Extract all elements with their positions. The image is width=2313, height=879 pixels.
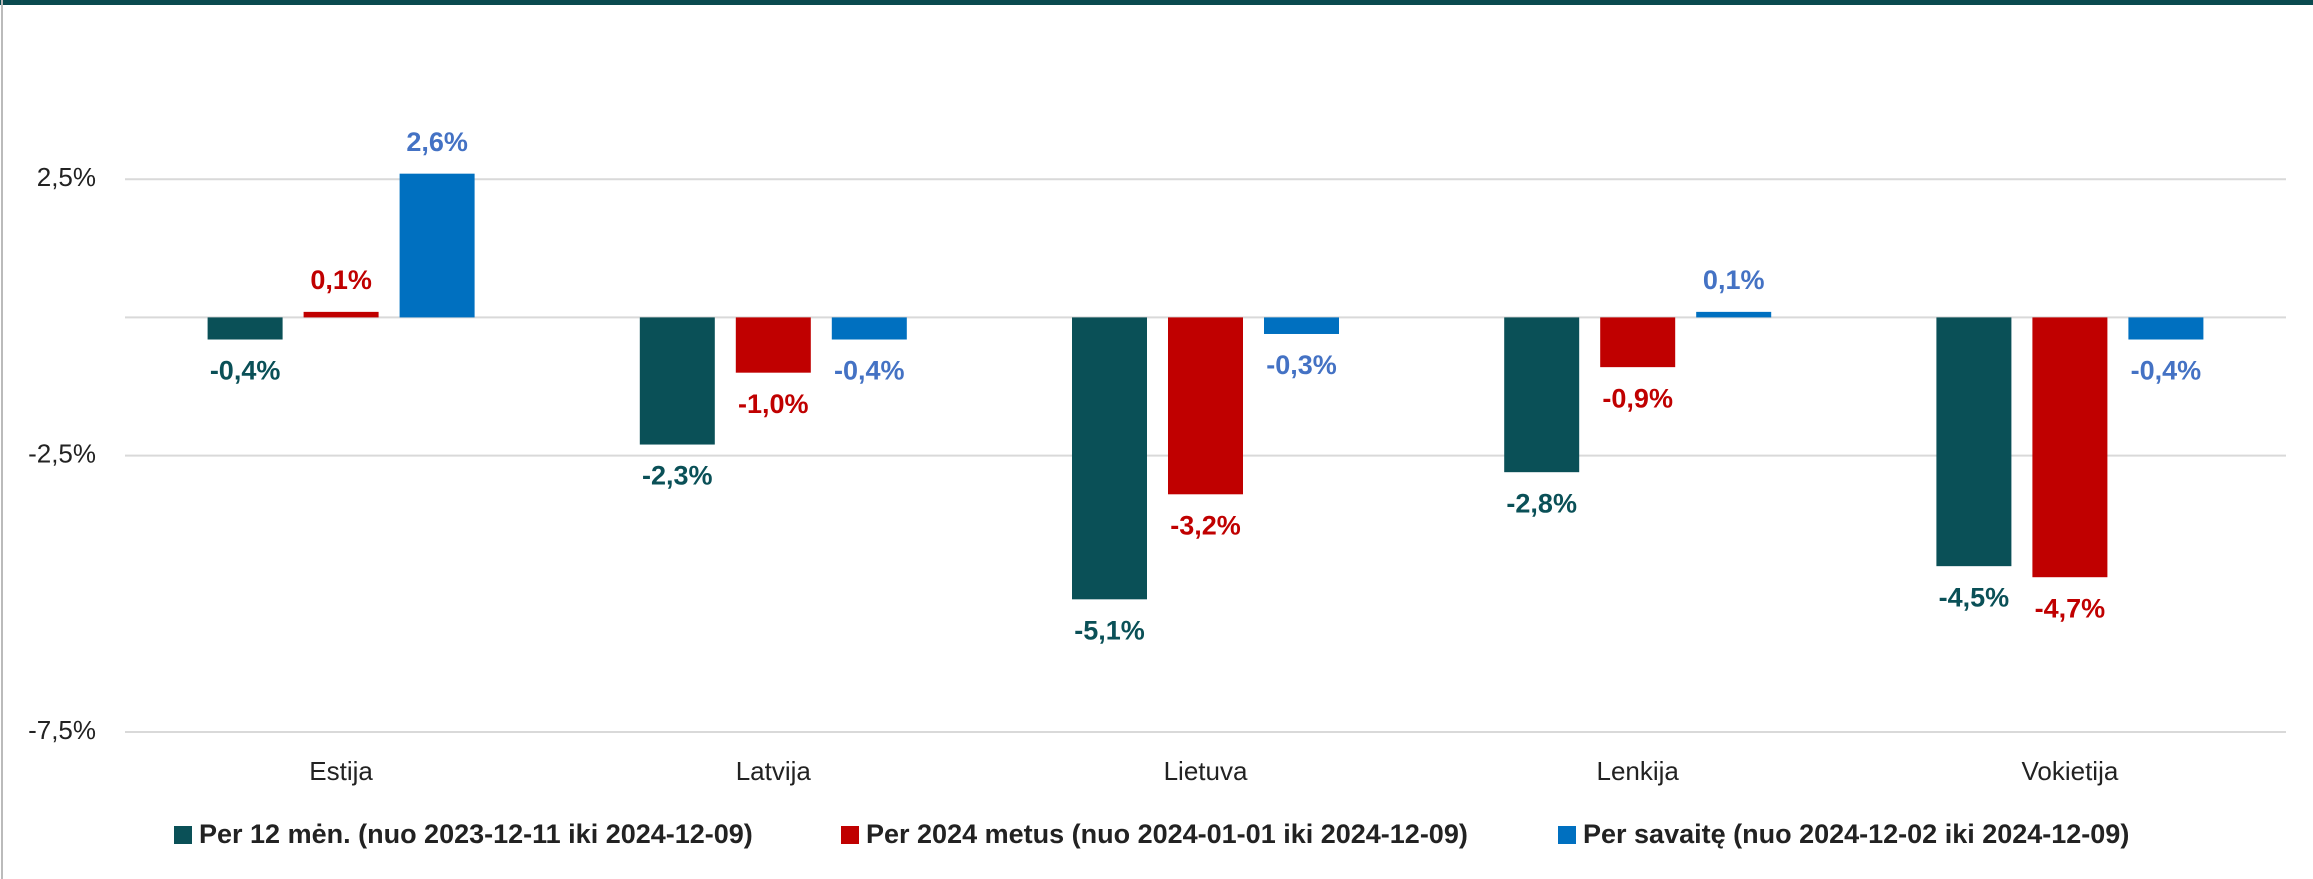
bar — [2128, 317, 2204, 340]
value-label: -4,5% — [1939, 582, 2010, 612]
value-label: -2,8% — [1506, 488, 1577, 518]
value-label: -2,3% — [642, 461, 713, 491]
bar — [1168, 317, 1243, 495]
bar — [1504, 317, 1580, 473]
bar — [1072, 317, 1147, 600]
value-label: -1,0% — [738, 389, 809, 419]
value-label: -0,4% — [834, 356, 905, 386]
value-label: -0,4% — [210, 356, 281, 386]
x-tick-label: Estija — [309, 756, 373, 786]
value-label: -3,2% — [1170, 510, 1241, 540]
value-label: -5,1% — [1074, 615, 1145, 645]
x-tick-label: Latvija — [736, 756, 812, 786]
legend-swatch — [1558, 826, 1576, 844]
bar — [2032, 317, 2108, 578]
value-label: 0,1% — [310, 265, 372, 295]
value-label: 0,1% — [1703, 265, 1765, 295]
legend-label: Per 2024 metus (nuo 2024-01-01 iki 2024-… — [866, 819, 1468, 849]
y-tick-label: -7,5% — [28, 715, 96, 745]
x-tick-label: Lietuva — [1164, 756, 1248, 786]
bar — [735, 317, 811, 373]
bar — [207, 317, 283, 340]
bar — [1696, 311, 1772, 318]
bar — [1600, 317, 1676, 368]
bar — [399, 173, 475, 318]
bar — [639, 317, 715, 445]
legend-label: Per 12 mėn. (nuo 2023-12-11 iki 2024-12-… — [199, 819, 753, 849]
value-label: -0,3% — [1266, 350, 1337, 380]
legend-swatch — [841, 826, 859, 844]
bar — [831, 317, 907, 340]
top-border — [0, 0, 2313, 5]
y-tick-label: 2,5% — [37, 162, 96, 192]
bar — [1264, 317, 1339, 334]
x-tick-label: Lenkija — [1596, 756, 1679, 786]
y-tick-label: -2,5% — [28, 438, 96, 468]
value-label: -0,4% — [2131, 356, 2202, 386]
value-label: 2,6% — [406, 127, 468, 157]
value-label: -4,7% — [2035, 593, 2106, 623]
value-label: -0,9% — [1602, 383, 1673, 413]
legend-label: Per savaitę (nuo 2024-12-02 iki 2024-12-… — [1583, 819, 2129, 849]
x-tick-label: Vokietija — [2021, 756, 2118, 786]
bar — [1936, 317, 2012, 567]
legend-swatch — [174, 826, 192, 844]
bar — [303, 311, 379, 318]
